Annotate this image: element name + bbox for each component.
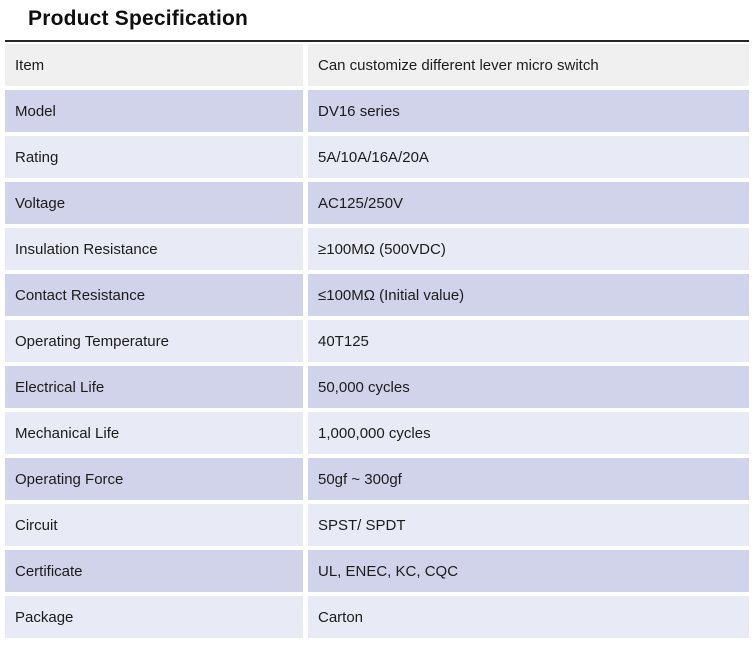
table-row: Mechanical Life 1,000,000 cycles [5,412,749,454]
table-row: Rating 5A/10A/16A/20A [5,136,749,178]
table-row: Operating Temperature 40T125 [5,320,749,362]
row-value: ≥100MΩ (500VDC) [308,228,749,270]
table-row: Electrical Life 50,000 cycles [5,366,749,408]
page-title: Product Specification [28,7,249,30]
row-value: 40T125 [308,320,749,362]
table-row: Circuit SPST/ SPDT [5,504,749,546]
row-label: Model [5,90,303,132]
table-row: Package Carton [5,596,749,638]
row-value: UL, ENEC, KC, CQC [308,550,749,592]
row-value: 50gf ~ 300gf [308,458,749,500]
row-value: AC125/250V [308,182,749,224]
row-value: 5A/10A/16A/20A [308,136,749,178]
row-label: Electrical Life [5,366,303,408]
row-label: Insulation Resistance [5,228,303,270]
row-value: SPST/ SPDT [308,504,749,546]
row-label: Circuit [5,504,303,546]
row-label: Contact Resistance [5,274,303,316]
row-label: Package [5,596,303,638]
table-row: Voltage AC125/250V [5,182,749,224]
row-value: DV16 series [308,90,749,132]
spec-table: Item Can customize different lever micro… [5,40,749,638]
row-value: Carton [308,596,749,638]
row-label: Operating Temperature [5,320,303,362]
row-value: ≤100MΩ (Initial value) [308,274,749,316]
table-row: Item Can customize different lever micro… [5,44,749,86]
table-row: Operating Force 50gf ~ 300gf [5,458,749,500]
row-label: Rating [5,136,303,178]
row-label: Certificate [5,550,303,592]
row-label: Item [5,44,303,86]
row-label: Voltage [5,182,303,224]
row-label: Mechanical Life [5,412,303,454]
table-row: Contact Resistance ≤100MΩ (Initial value… [5,274,749,316]
table-row: Certificate UL, ENEC, KC, CQC [5,550,749,592]
row-label: Operating Force [5,458,303,500]
row-value: 50,000 cycles [308,366,749,408]
row-value: 1,000,000 cycles [308,412,749,454]
table-row: Model DV16 series [5,90,749,132]
row-value: Can customize different lever micro swit… [308,44,749,86]
table-row: Insulation Resistance ≥100MΩ (500VDC) [5,228,749,270]
